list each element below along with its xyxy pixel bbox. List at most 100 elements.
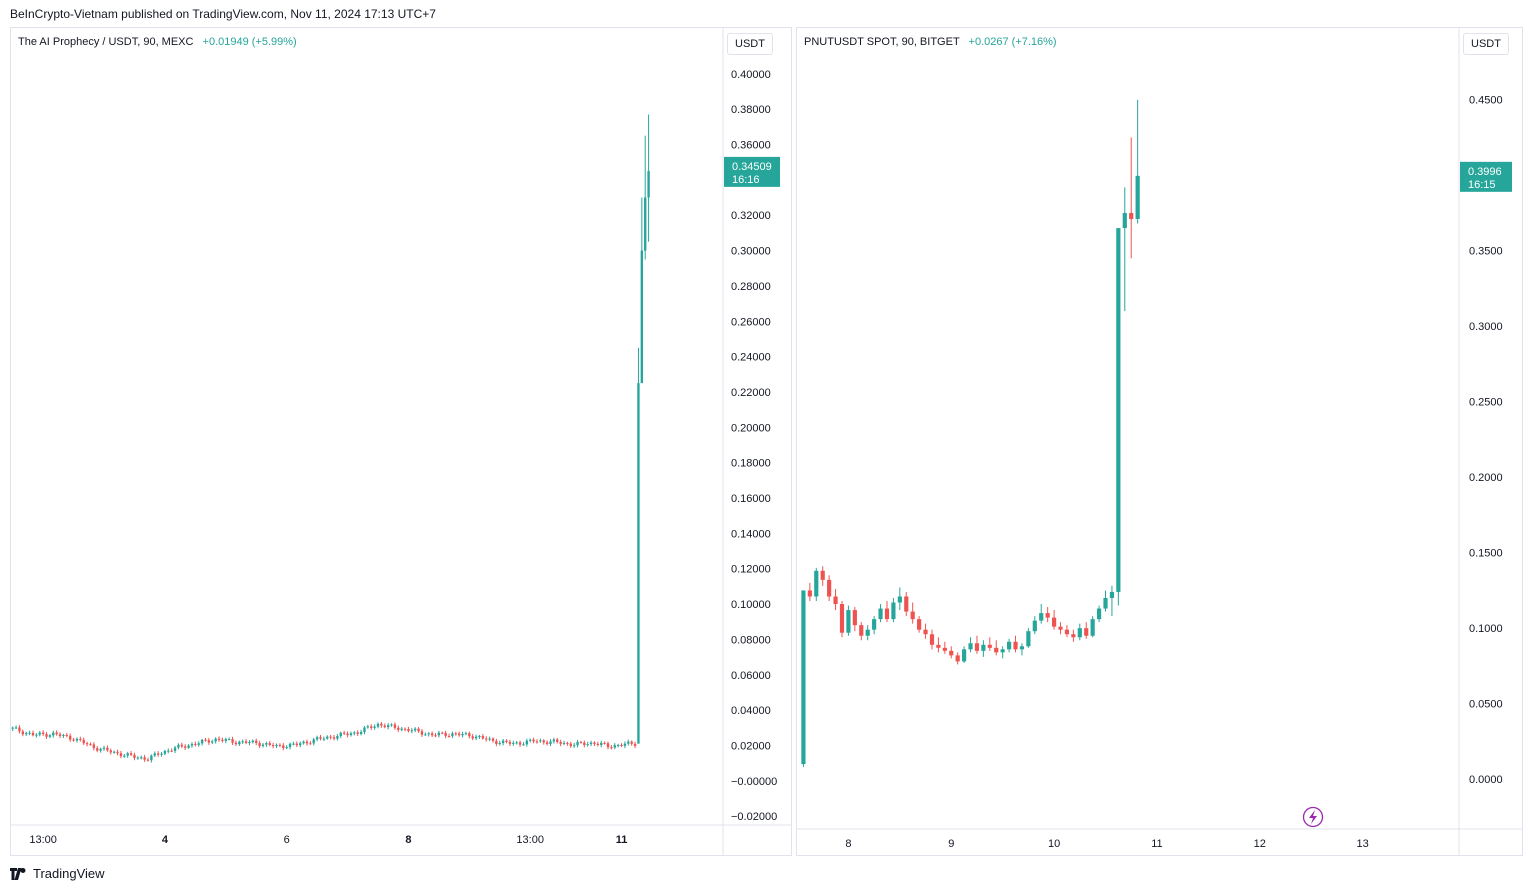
candle: [129, 751, 133, 756]
currency-unit-button[interactable]: USDT: [1463, 33, 1509, 55]
x-tick-label: 8: [405, 834, 411, 846]
candle: [302, 740, 305, 745]
candle: [539, 738, 542, 743]
candle-body: [62, 734, 65, 736]
candle-body: [637, 383, 640, 744]
candle-body: [211, 741, 214, 743]
candle: [386, 723, 390, 730]
x-tick-label: 12: [1254, 838, 1266, 850]
candle-body: [265, 743, 268, 745]
candle-body: [326, 736, 329, 739]
candle: [457, 731, 461, 737]
candle: [962, 646, 967, 663]
y-tick-label: 0.36000: [731, 140, 771, 152]
candle: [994, 640, 999, 656]
candle: [613, 743, 616, 750]
candle: [92, 742, 96, 751]
candle-body: [427, 733, 430, 735]
candle: [512, 740, 515, 746]
candle-body: [471, 736, 474, 739]
candle-body: [85, 743, 89, 745]
candle: [217, 736, 221, 742]
tradingview-logo[interactable]: TradingView: [10, 866, 105, 881]
chart-panel-ai-prophecy[interactable]: The AI Prophecy / USDT, 90, MEXC +0.0194…: [10, 27, 792, 856]
candle-body: [271, 744, 275, 747]
candlestick-chart[interactable]: 0.4500 0.3500 0.3000 0.2500 0.2000 0.1500 0.10…: [797, 28, 1522, 855]
candle-body: [515, 742, 518, 744]
symbol-label[interactable]: The AI Prophecy / USDT, 90, MEXC: [18, 36, 194, 48]
candle: [204, 737, 207, 742]
currency-unit-button[interactable]: USDT: [727, 33, 773, 55]
candle: [156, 751, 160, 757]
candle-body: [376, 723, 380, 727]
candle: [640, 197, 644, 384]
candle: [495, 738, 498, 747]
candle-body: [38, 732, 41, 735]
candle-body: [501, 740, 505, 744]
candle: [623, 741, 627, 749]
candle-body: [859, 625, 864, 636]
candle-body: [917, 619, 922, 630]
candle: [356, 730, 359, 736]
y-tick-label: 0.02000: [731, 740, 771, 752]
symbol-label[interactable]: PNUTUSDT SPOT, 90, BITGET: [804, 36, 960, 48]
candle-body: [207, 740, 211, 743]
price-change: +0.0267 (+7.16%): [968, 36, 1057, 48]
candle: [420, 728, 424, 738]
candle: [633, 741, 637, 749]
candle: [583, 740, 586, 748]
candle-body: [623, 743, 627, 746]
candle: [1045, 607, 1050, 623]
x-tick-label: 13: [1356, 838, 1368, 850]
y-tick-label: 0.16000: [731, 493, 771, 505]
candle: [133, 752, 136, 761]
candle-body: [167, 750, 170, 752]
candle-body: [75, 738, 79, 741]
candle: [234, 740, 238, 746]
candle: [569, 741, 572, 748]
candle: [627, 739, 630, 746]
candle-body: [400, 728, 403, 730]
last-price-value: 0.34509: [732, 161, 772, 173]
candle-body: [644, 197, 647, 251]
candle-body: [596, 743, 600, 745]
candle-body: [380, 723, 383, 726]
candle-body: [1129, 212, 1134, 220]
candle: [1122, 187, 1127, 312]
candle-body: [200, 739, 204, 744]
candle-body: [814, 570, 819, 597]
candle: [942, 641, 947, 654]
candle-body: [173, 747, 177, 751]
candle: [214, 737, 217, 744]
chart-panel-pnut[interactable]: PNUTUSDT SPOT, 90, BITGET +0.0267 (+7.16…: [796, 27, 1523, 856]
candle: [1032, 616, 1037, 635]
candle-body: [542, 740, 545, 743]
candle: [576, 739, 579, 748]
candle-body: [478, 736, 481, 738]
candle-body: [221, 739, 224, 741]
y-tick-label: 0.12000: [731, 564, 771, 576]
candle-body: [512, 742, 515, 744]
candle: [227, 737, 231, 741]
candle-body: [942, 647, 947, 651]
candle: [515, 740, 518, 745]
candle: [929, 629, 935, 650]
candlestick-chart[interactable]: 0.40000 0.38000 0.36000 0.32000 0.30000 0.280…: [11, 28, 791, 855]
candle-body: [936, 644, 941, 648]
candle-body: [865, 629, 870, 636]
candle: [163, 749, 167, 756]
candle: [471, 733, 474, 741]
candle-body: [518, 742, 522, 745]
candle-body: [282, 745, 285, 749]
candle: [505, 739, 508, 744]
candle-body: [1084, 628, 1089, 636]
candle-body: [801, 590, 806, 765]
candle-body: [955, 655, 960, 662]
candle-body: [904, 596, 909, 612]
candle: [119, 750, 123, 759]
candle: [251, 739, 255, 744]
candle-body: [305, 741, 309, 744]
candle: [288, 742, 292, 750]
y-tick-label: 0.32000: [731, 210, 771, 222]
